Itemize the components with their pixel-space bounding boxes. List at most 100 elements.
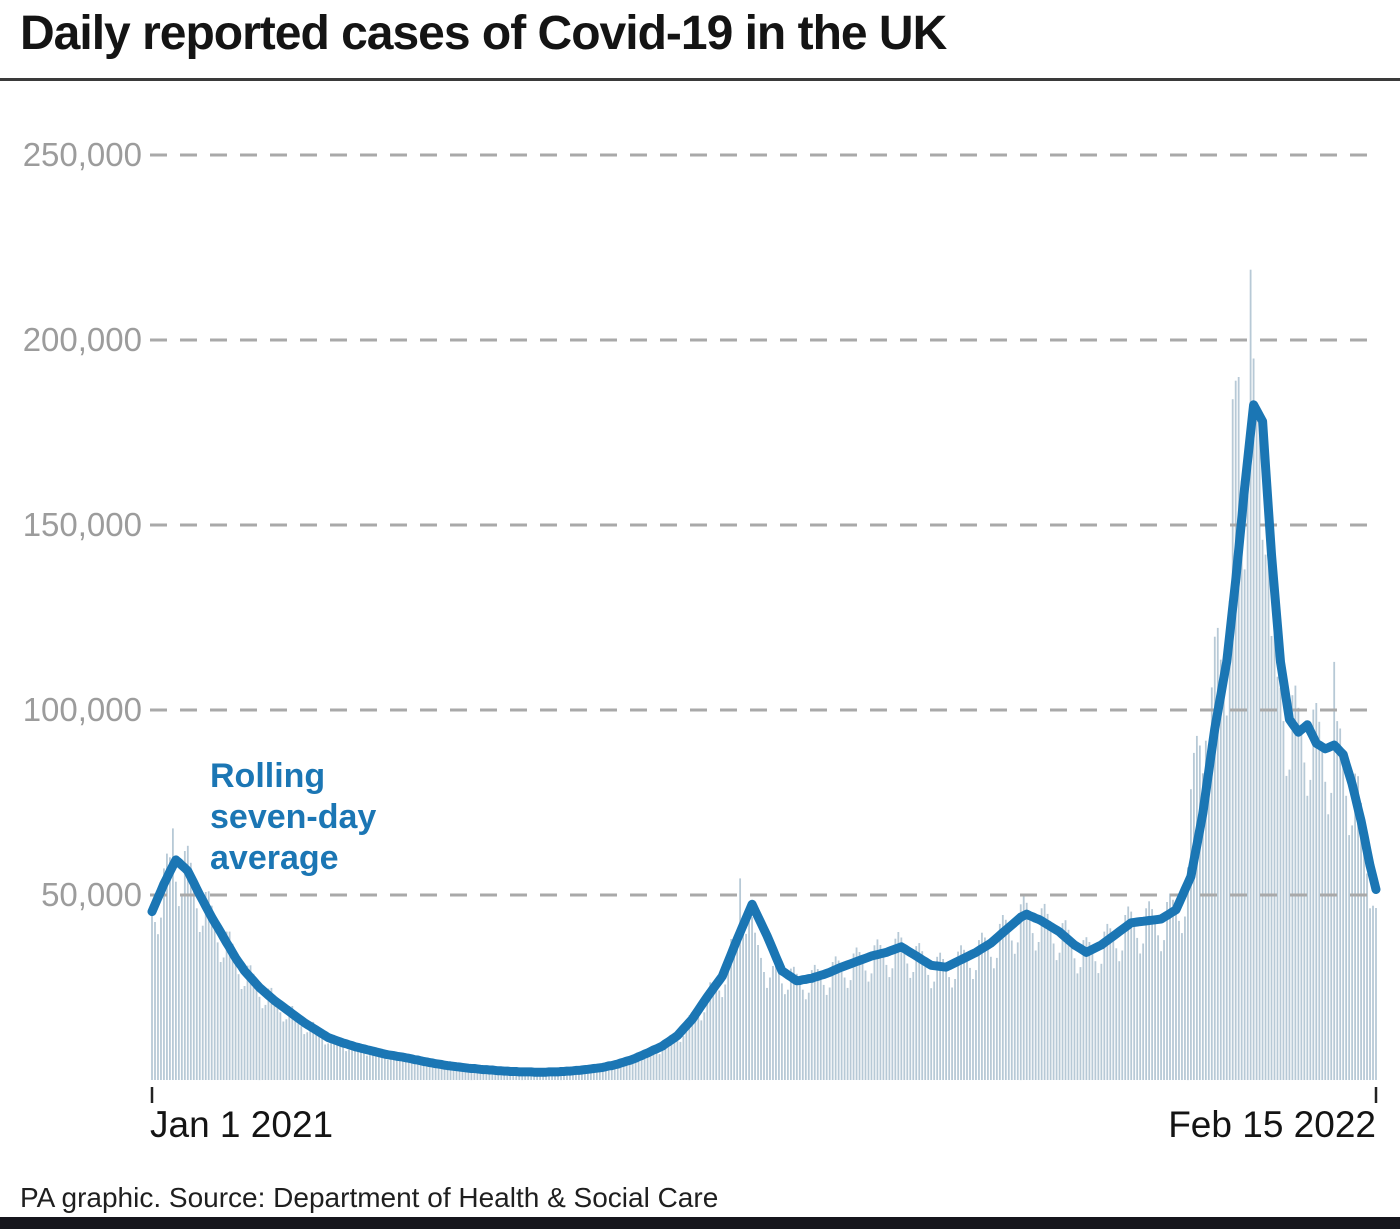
daily-case-bar: [843, 977, 846, 1080]
title-divider: [0, 78, 1400, 81]
daily-case-bar: [1231, 399, 1234, 1080]
daily-case-bar: [428, 1065, 431, 1080]
daily-case-bar: [945, 967, 948, 1080]
daily-case-bar: [172, 828, 174, 1080]
daily-case-bar: [688, 1015, 691, 1081]
daily-case-bar: [383, 1056, 386, 1080]
daily-case-bar: [998, 923, 1001, 1080]
daily-case-bar: [1085, 937, 1088, 1080]
daily-case-bar: [1207, 744, 1210, 1080]
daily-case-bar: [784, 994, 786, 1080]
x-axis-label-start: Jan 1 2021: [150, 1104, 334, 1145]
daily-case-bar: [1246, 495, 1249, 1080]
daily-case-bar: [742, 928, 744, 1080]
daily-case-bar: [258, 996, 261, 1081]
daily-case-bar: [906, 963, 909, 1080]
page-title: Daily reported cases of Covid-19 in the …: [20, 7, 947, 60]
daily-case-bar: [554, 1073, 556, 1080]
daily-case-bar: [375, 1048, 377, 1080]
daily-case-bar: [724, 984, 727, 1080]
daily-case-bar: [207, 891, 210, 1080]
daily-case-bar: [455, 1065, 458, 1080]
daily-case-bar: [1291, 695, 1294, 1080]
daily-case-bar: [291, 1006, 294, 1080]
daily-case-bar: [1372, 905, 1374, 1080]
daily-case-bar: [619, 1065, 622, 1080]
daily-case-bar: [1088, 942, 1091, 1080]
daily-case-bar: [1070, 942, 1073, 1080]
daily-case-bar: [1285, 775, 1288, 1080]
daily-case-bar: [306, 1032, 309, 1080]
daily-case-bar: [736, 939, 739, 1080]
daily-case-bar: [1064, 920, 1067, 1080]
daily-case-bar: [201, 925, 204, 1080]
daily-case-bar: [625, 1058, 628, 1080]
daily-case-bar: [1073, 958, 1076, 1080]
daily-case-bar: [703, 1012, 706, 1080]
daily-case-bar: [1130, 911, 1133, 1080]
daily-case-bar: [891, 968, 894, 1080]
daily-case-bar: [1145, 908, 1148, 1080]
daily-case-bar: [515, 1072, 518, 1080]
daily-case-bar: [834, 956, 837, 1080]
daily-case-bar: [1240, 480, 1243, 1081]
daily-case-bar: [992, 968, 995, 1080]
daily-case-bar: [398, 1055, 401, 1080]
daily-case-bar: [183, 851, 186, 1080]
daily-case-bar: [795, 973, 798, 1080]
daily-case-bar: [969, 967, 971, 1080]
daily-case-bar: [476, 1068, 479, 1080]
daily-case-bar: [1181, 933, 1183, 1080]
daily-case-bar: [885, 964, 888, 1080]
daily-case-bar: [849, 980, 852, 1080]
daily-case-bar: [966, 956, 968, 1080]
daily-case-bar: [1306, 795, 1309, 1080]
daily-case-bar: [658, 1054, 661, 1080]
daily-case-bar: [1091, 949, 1094, 1080]
daily-case-bar: [987, 945, 989, 1080]
daily-case-bar: [679, 1041, 682, 1080]
daily-case-bar: [640, 1058, 643, 1080]
daily-case-bar: [255, 984, 258, 1080]
daily-case-bar: [706, 990, 709, 1080]
daily-case-bar: [434, 1062, 437, 1080]
daily-case-bar: [1121, 950, 1124, 1080]
daily-case-bar: [195, 908, 198, 1080]
daily-case-bar: [1016, 942, 1019, 1080]
daily-case-bar: [1151, 909, 1153, 1080]
daily-case-bar: [1025, 902, 1028, 1080]
daily-case-bar: [682, 1036, 685, 1080]
daily-case-bar: [691, 1014, 694, 1080]
daily-case-bar: [333, 1034, 336, 1080]
source-attribution: PA graphic. Source: Department of Health…: [20, 1182, 719, 1213]
daily-case-bar: [339, 1041, 341, 1080]
daily-case-bar: [1192, 752, 1195, 1080]
daily-case-bar: [954, 979, 956, 1080]
daily-case-bar: [1261, 539, 1264, 1080]
daily-case-bar: [778, 970, 780, 1080]
daily-case-bar: [607, 1064, 610, 1080]
daily-case-bar: [831, 962, 834, 1080]
daily-case-bar: [1013, 953, 1016, 1080]
daily-case-bar: [1079, 967, 1082, 1080]
daily-case-bar: [918, 943, 921, 1080]
line-series-annotation: Rolling seven-day average: [210, 756, 376, 879]
daily-cases-bars: [151, 269, 1377, 1081]
daily-case-bar: [972, 979, 974, 1080]
daily-case-bar: [479, 1068, 482, 1080]
daily-case-bar: [267, 988, 270, 1080]
annotation-line-3: average: [210, 839, 339, 877]
daily-case-bar: [395, 1053, 398, 1080]
daily-case-bar: [1363, 835, 1365, 1080]
daily-case-bar: [1061, 923, 1064, 1080]
daily-case-bar: [1169, 893, 1171, 1080]
daily-case-bar: [912, 972, 915, 1080]
daily-case-bar: [757, 945, 759, 1080]
daily-case-bar: [748, 908, 750, 1080]
daily-case-bar: [810, 970, 813, 1080]
daily-case-bar: [1282, 721, 1285, 1080]
daily-case-bar: [733, 937, 736, 1080]
daily-case-bar: [870, 973, 873, 1080]
daily-case-bar: [1309, 779, 1312, 1080]
daily-case-bar: [852, 953, 855, 1080]
